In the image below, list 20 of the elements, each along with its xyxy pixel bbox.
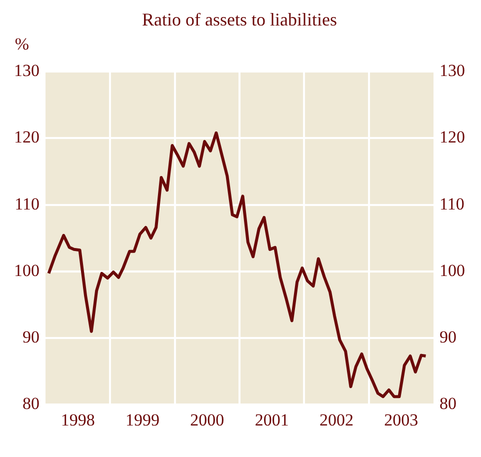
y-axis-title: % <box>14 34 30 54</box>
y-tick-label: 100 <box>14 260 40 280</box>
x-tick-label: 2003 <box>384 410 418 430</box>
chart-title: Ratio of assets to liabilities <box>142 10 337 30</box>
x-tick-label: 2002 <box>320 410 354 430</box>
x-tick-label: 1999 <box>126 410 160 430</box>
y-tick-label: 80 <box>22 394 40 414</box>
y2-tick-label: 110 <box>440 194 464 214</box>
x-tick-label: 2000 <box>190 410 224 430</box>
x-tick-label: 1998 <box>60 410 95 430</box>
y-tick-label: 120 <box>14 128 40 147</box>
y-tick-label: 90 <box>22 327 40 346</box>
y2-tick-label: 120 <box>440 128 465 147</box>
y2-tick-label: 80 <box>440 394 456 414</box>
y2-tick-label: 100 <box>440 260 465 280</box>
x-tick-label: 2001 <box>254 410 289 430</box>
y2-tick-label: 90 <box>440 327 456 346</box>
y2-tick-label: 130 <box>440 61 465 80</box>
y-tick-label: 110 <box>14 194 40 214</box>
y-tick-label: 130 <box>14 61 40 80</box>
